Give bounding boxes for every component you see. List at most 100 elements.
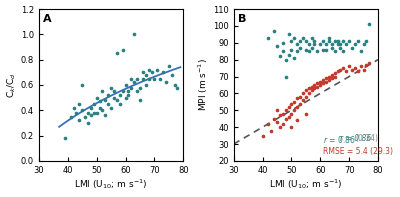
Point bbox=[349, 68, 355, 71]
Point bbox=[317, 83, 324, 86]
Point bbox=[122, 96, 129, 99]
Text: (0.34): (0.34) bbox=[356, 134, 379, 143]
Point bbox=[294, 119, 300, 122]
Point bbox=[297, 40, 303, 43]
Point bbox=[68, 115, 74, 118]
Point bbox=[288, 125, 295, 129]
Point bbox=[317, 43, 324, 46]
Point bbox=[140, 77, 146, 80]
Point bbox=[277, 114, 283, 117]
Point bbox=[323, 43, 329, 46]
Point bbox=[308, 85, 315, 88]
Point bbox=[346, 65, 352, 68]
Point bbox=[94, 96, 100, 99]
Point bbox=[79, 83, 86, 86]
Point bbox=[343, 70, 350, 73]
Point bbox=[354, 70, 361, 73]
Point bbox=[99, 109, 106, 112]
Point bbox=[329, 43, 335, 46]
Point bbox=[142, 73, 149, 76]
Point bbox=[154, 68, 160, 71]
Point bbox=[323, 48, 329, 51]
Point bbox=[76, 102, 82, 106]
Point bbox=[303, 48, 309, 51]
Point bbox=[146, 68, 152, 71]
Point bbox=[303, 88, 309, 92]
Point bbox=[314, 82, 320, 85]
Point bbox=[285, 33, 292, 36]
Point bbox=[306, 50, 312, 53]
Point bbox=[128, 86, 134, 89]
Point bbox=[274, 121, 280, 124]
Point bbox=[108, 86, 114, 89]
Point bbox=[291, 36, 298, 39]
Point bbox=[140, 71, 146, 74]
Point bbox=[288, 112, 295, 115]
Point bbox=[148, 71, 155, 74]
Point bbox=[116, 94, 123, 97]
X-axis label: LMI (U$_{10}$; m s$^{-1}$): LMI (U$_{10}$; m s$^{-1}$) bbox=[269, 177, 342, 191]
Point bbox=[271, 29, 277, 33]
Point bbox=[360, 43, 367, 46]
Point bbox=[326, 75, 332, 78]
Point bbox=[271, 117, 277, 120]
Point bbox=[105, 102, 112, 106]
Point bbox=[134, 90, 140, 93]
Point bbox=[349, 46, 355, 49]
Point bbox=[288, 40, 295, 43]
Point bbox=[294, 97, 300, 100]
Point bbox=[137, 98, 143, 102]
Point bbox=[277, 55, 283, 58]
Point bbox=[96, 106, 103, 109]
Point bbox=[108, 106, 114, 109]
Point bbox=[146, 77, 152, 80]
Point bbox=[105, 94, 112, 97]
Point bbox=[90, 111, 97, 114]
Point bbox=[122, 83, 129, 86]
Point bbox=[311, 83, 318, 86]
Point bbox=[114, 98, 120, 102]
Point bbox=[314, 85, 320, 88]
Point bbox=[280, 41, 286, 44]
Point bbox=[311, 87, 318, 90]
Point bbox=[125, 94, 132, 97]
Point bbox=[285, 115, 292, 119]
Point bbox=[128, 77, 134, 80]
Point bbox=[102, 98, 108, 102]
Point bbox=[337, 46, 344, 49]
Point bbox=[308, 36, 315, 39]
Point bbox=[151, 77, 158, 80]
X-axis label: LMI (U$_{10}$; m s$^{-1}$): LMI (U$_{10}$; m s$^{-1}$) bbox=[74, 177, 148, 191]
Point bbox=[291, 100, 298, 103]
Point bbox=[300, 98, 306, 102]
Point bbox=[314, 50, 320, 53]
Point bbox=[111, 96, 117, 99]
Point bbox=[306, 87, 312, 90]
Text: RMSE = 5.4 (29.3): RMSE = 5.4 (29.3) bbox=[323, 147, 393, 156]
Point bbox=[294, 43, 300, 46]
Point bbox=[259, 134, 266, 137]
Point bbox=[120, 90, 126, 93]
Point bbox=[282, 109, 289, 112]
Point bbox=[300, 92, 306, 95]
Point bbox=[329, 46, 335, 49]
Point bbox=[288, 48, 295, 51]
Point bbox=[88, 114, 94, 117]
Y-axis label: C$_k$/C$_d$: C$_k$/C$_d$ bbox=[6, 72, 18, 98]
Point bbox=[79, 109, 86, 112]
Point bbox=[366, 23, 372, 26]
Point bbox=[163, 81, 169, 84]
Point bbox=[274, 109, 280, 112]
Point bbox=[76, 119, 82, 122]
Point bbox=[358, 65, 364, 68]
Point bbox=[114, 52, 120, 55]
Point bbox=[88, 106, 94, 109]
Point bbox=[166, 64, 172, 68]
Point bbox=[352, 67, 358, 70]
Point bbox=[111, 90, 117, 93]
Point bbox=[120, 48, 126, 51]
Point bbox=[306, 92, 312, 95]
Point bbox=[340, 40, 346, 43]
Point bbox=[96, 100, 103, 103]
Point bbox=[317, 80, 324, 83]
